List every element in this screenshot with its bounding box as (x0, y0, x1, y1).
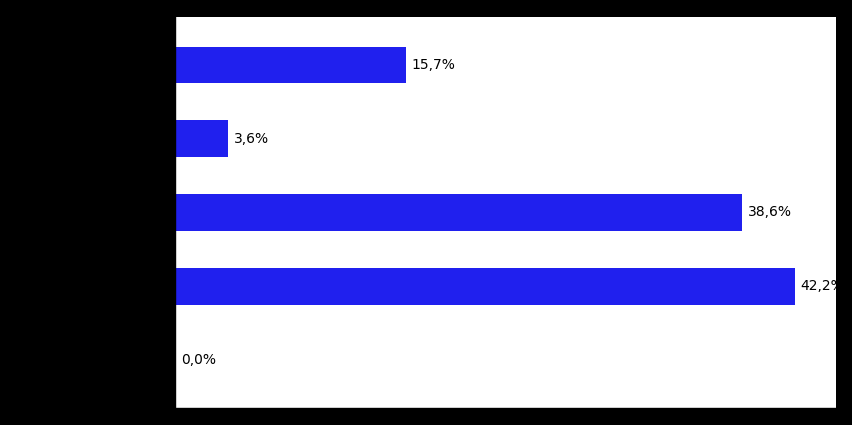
Text: 3,6%: 3,6% (233, 132, 268, 146)
Text: 42,2%: 42,2% (800, 279, 843, 293)
Bar (175, 120, 227, 157)
Text: 38,6%: 38,6% (747, 206, 791, 219)
Text: 15,7%: 15,7% (411, 58, 455, 72)
Bar (175, 194, 741, 231)
Text: 0,0%: 0,0% (181, 353, 216, 367)
Bar (175, 46, 405, 83)
Bar (175, 268, 794, 305)
